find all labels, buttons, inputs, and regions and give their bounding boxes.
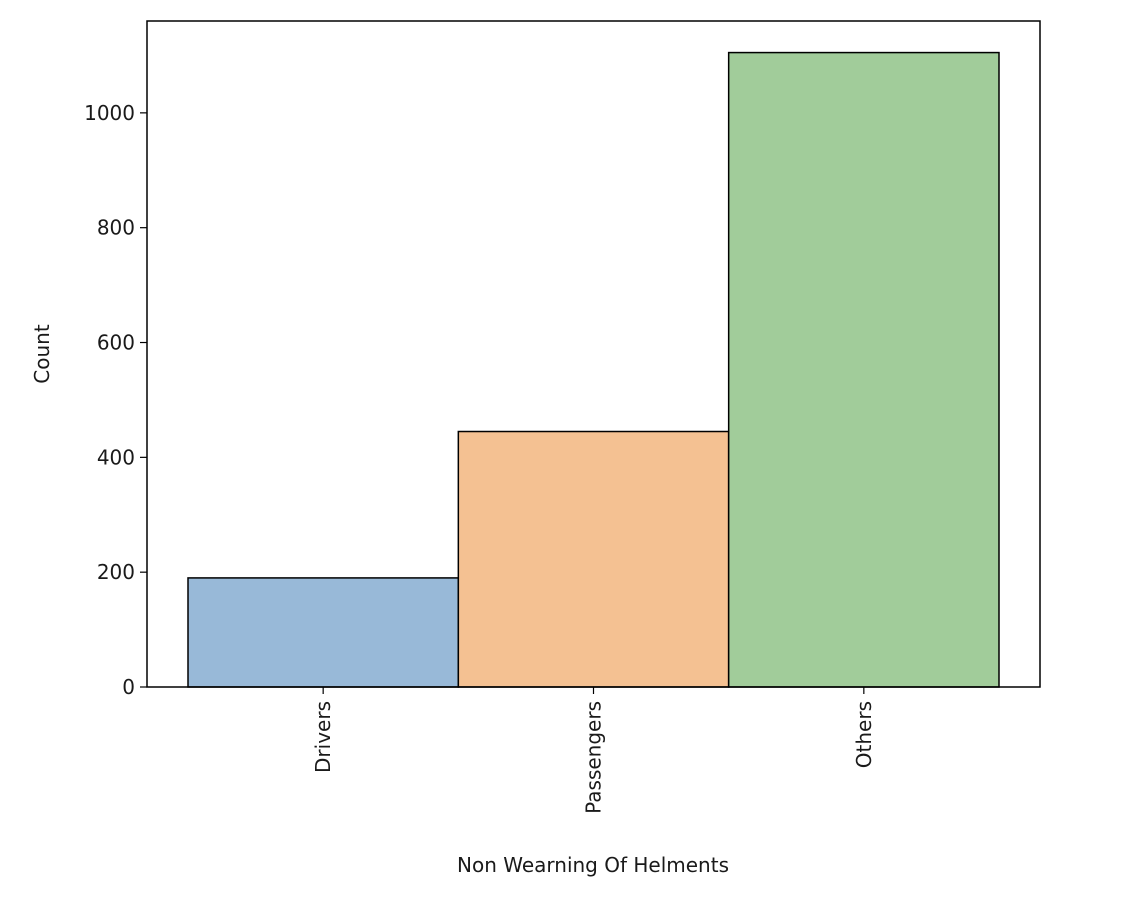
y-tick-label: 400 [97,445,135,469]
y-tick-label: 800 [97,216,135,240]
x-axis-label: Non Wearning Of Helments [457,853,729,877]
bar-drivers [187,577,460,688]
y-tick-label: 200 [97,560,135,584]
y-axis-label: Count [30,324,54,384]
x-tick-label: Passengers [582,701,606,814]
plot-frame [146,20,1041,688]
x-tick-label: Others [852,701,876,768]
bar-others [727,51,1000,688]
x-axis-ticks: Drivers Passengers Others [311,687,876,814]
y-tick-label: 0 [122,675,135,699]
bar-passengers [457,430,730,688]
y-axis-ticks: 0 200 400 600 800 1000 [84,101,147,699]
y-tick-label: 600 [97,331,135,355]
x-tick-label: Drivers [311,701,335,773]
bars-group [187,51,1000,688]
y-tick-label: 1000 [84,101,135,125]
